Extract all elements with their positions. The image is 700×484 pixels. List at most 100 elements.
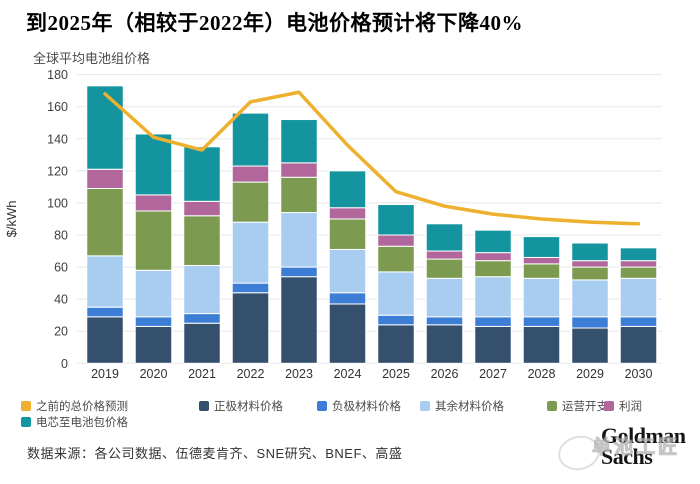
bar-segment: [280, 119, 318, 164]
bar-segment: [619, 277, 658, 318]
bar-segment: [86, 168, 124, 189]
bar-segment: [231, 292, 270, 364]
legend-label: 电芯至电池包价格: [36, 417, 128, 429]
bar-segment: [328, 207, 367, 220]
bar-segment: [571, 242, 609, 262]
y-tick-label: 180: [47, 68, 68, 82]
bar-segment: [134, 325, 173, 364]
bar-segment: [571, 327, 609, 364]
x-tick-label: 2027: [479, 367, 507, 381]
y-tick-label: 40: [54, 293, 68, 307]
legend-item: 负极材料价格: [317, 398, 401, 414]
bar-segment: [425, 324, 464, 364]
bar-segment: [134, 210, 173, 271]
legend-item: 之前的总价格预测: [21, 398, 128, 414]
bar-segment: [425, 258, 464, 279]
bar-segment: [571, 279, 609, 318]
legend-label: 负极材料价格: [332, 401, 401, 413]
bar-segment: [231, 282, 270, 294]
goldman-sachs-logo-line2: Sachs: [601, 443, 653, 469]
y-tick-label: 80: [54, 229, 68, 243]
y-tick-label: 140: [47, 132, 68, 146]
x-tick-label: 2024: [334, 367, 362, 381]
y-tick-label: 60: [54, 261, 68, 275]
bar-segment: [328, 170, 367, 209]
y-tick-label: 100: [47, 196, 68, 210]
legend-item: 其余材料价格: [420, 398, 504, 414]
bar-segment: [183, 215, 221, 266]
legend-item: 正极材料价格: [199, 398, 283, 414]
chart-subtitle: 全球平均电池组价格: [33, 51, 151, 66]
bar-segment: [619, 316, 658, 327]
bar-segment: [571, 316, 609, 329]
y-tick-label: 160: [47, 100, 68, 114]
bar-segment: [183, 264, 221, 315]
bar-segment: [280, 212, 318, 268]
bar-segment: [134, 316, 173, 327]
bar-segment: [183, 146, 221, 202]
bar-segment: [522, 316, 561, 327]
bar-segment: [522, 263, 561, 279]
bar-segment: [619, 260, 658, 268]
legend-label: 正极材料价格: [214, 401, 283, 413]
bar-segment: [425, 277, 464, 318]
legend-swatch: [547, 401, 557, 411]
x-tick-label: 2029: [576, 367, 604, 381]
bar-segment: [377, 324, 415, 364]
bar-segment: [231, 181, 270, 223]
legend-swatch: [604, 401, 614, 411]
bar-segment: [86, 316, 124, 364]
bar-segment: [522, 236, 561, 258]
x-tick-label: 2019: [91, 367, 119, 381]
bar-segment: [280, 162, 318, 178]
bar-segment: [619, 247, 658, 262]
bar-segment: [377, 234, 415, 247]
data-source-note: 数据来源：各公司数据、伍德麦肯齐、SNE研究、BNEF、高盛: [27, 446, 403, 461]
bar-segment: [474, 316, 512, 327]
bar-segment: [522, 277, 561, 318]
bar-segment: [183, 322, 221, 364]
bar-segment: [183, 313, 221, 324]
x-tick-label: 2022: [237, 367, 265, 381]
bar-segment: [328, 303, 367, 364]
x-tick-label: 2028: [528, 367, 556, 381]
bar-segment: [619, 266, 658, 279]
legend-swatch: [199, 401, 209, 411]
bar-segment: [425, 250, 464, 260]
bar-segment: [425, 223, 464, 252]
bar-segment: [280, 176, 318, 214]
legend-swatch: [317, 401, 327, 411]
bar-segment: [571, 260, 609, 268]
goldman-sachs-logo-line1: Goldman: [601, 423, 686, 448]
bar-segment: [474, 260, 512, 278]
bar-segment: [377, 245, 415, 273]
forecast-line: [103, 90, 641, 226]
bar-segment: [280, 276, 318, 364]
page-title: 到2025年（相较于2022年）电池价格预计将下降40%: [26, 11, 523, 35]
x-tick-label: 2026: [431, 367, 459, 381]
bar-segment: [231, 165, 270, 183]
legend-label: 运营开支: [562, 401, 608, 413]
bar-segment: [86, 85, 124, 170]
x-tick-label: 2020: [140, 367, 168, 381]
bar-segment: [619, 325, 658, 364]
bar-segment: [231, 112, 270, 167]
bar-segment: [377, 314, 415, 326]
bar-segment: [280, 266, 318, 278]
x-tick-label: 2023: [285, 367, 313, 381]
legend-swatch: [420, 401, 430, 411]
legend-item: 利润: [604, 398, 642, 414]
bar-segment: [86, 306, 124, 318]
legend-label: 其余材料价格: [435, 401, 504, 413]
bar-segment: [134, 269, 173, 318]
bar-segment: [522, 256, 561, 265]
battery-price-chart: 0 20 40 60 80 100 120 140 160 180 $/kWh 2019 2020 202…: [4, 68, 662, 381]
x-tick-label: 2021: [188, 367, 216, 381]
bar-segment: [474, 229, 512, 254]
goldman-sachs-logo: Goldman Sachs: [601, 423, 686, 469]
legend-swatch: [21, 401, 31, 411]
y-axis-title: $/kWh: [4, 201, 19, 238]
legend-label: 之前的总价格预测: [36, 401, 128, 413]
bar-segment: [86, 255, 124, 308]
x-tick-label: 2030: [625, 367, 653, 381]
